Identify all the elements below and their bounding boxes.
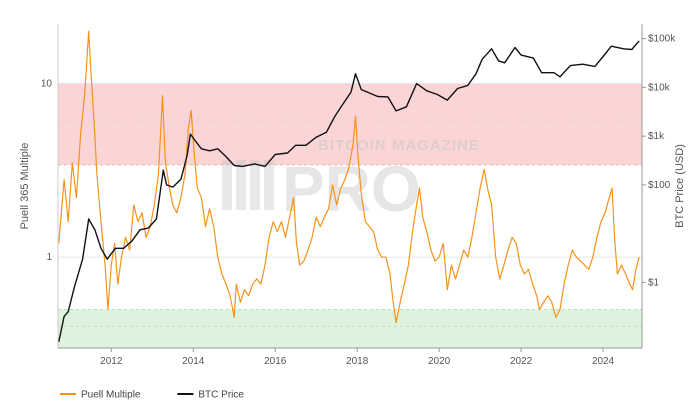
legend-label-puell-multiple: Puell Multiple bbox=[81, 390, 141, 401]
right-tick-label-$1k: $1k bbox=[648, 131, 665, 142]
right-tick-label-$10k: $10k bbox=[648, 82, 671, 93]
watermark-logo: BITCOIN MAGAZINE PRO bbox=[222, 137, 480, 225]
left-axis-title: Puell 365 Multiple bbox=[19, 143, 31, 230]
band-0 bbox=[58, 83, 642, 165]
right-tick-label-$100: $100 bbox=[648, 180, 671, 191]
right-axis-ticks: $1 $100 $1k $10k $100k bbox=[642, 34, 676, 288]
legend-label-btc-price: BTC Price bbox=[198, 390, 244, 401]
x-tick-label-2012: 2012 bbox=[100, 356, 123, 367]
x-tick-label-2024: 2024 bbox=[592, 356, 615, 367]
left-axis-ticks: 1 10 bbox=[41, 78, 53, 263]
watermark-icon bbox=[222, 160, 274, 210]
series-line-btc-price bbox=[58, 40, 640, 343]
watermark-line1: BITCOIN MAGAZINE bbox=[318, 137, 480, 154]
left-tick-label-10: 10 bbox=[41, 78, 53, 89]
series-line-puell-multiple bbox=[58, 30, 640, 324]
x-tick-label-2020: 2020 bbox=[428, 356, 451, 367]
right-tick-label-$1: $1 bbox=[648, 277, 660, 288]
left-tick-label-1: 1 bbox=[46, 252, 52, 263]
x-axis-ticks: 2012 2014 2016 2018 2020 2022 2024 bbox=[100, 348, 615, 367]
watermark-line2: PRO bbox=[282, 153, 421, 225]
x-tick-label-2018: 2018 bbox=[346, 356, 369, 367]
x-tick-label-2016: 2016 bbox=[264, 356, 287, 367]
threshold-bands bbox=[58, 83, 642, 349]
x-tick-label-2014: 2014 bbox=[182, 356, 205, 367]
right-axis-title: BTC Price (USD) bbox=[674, 144, 686, 228]
right-tick-label-$100k: $100k bbox=[648, 34, 676, 45]
series-lines bbox=[58, 30, 640, 343]
x-tick-label-2022: 2022 bbox=[510, 356, 533, 367]
axes bbox=[57, 24, 643, 349]
band-1 bbox=[58, 309, 642, 348]
gridlines bbox=[58, 82, 642, 258]
chart-legend: Puell Multiple BTC Price bbox=[60, 390, 244, 401]
